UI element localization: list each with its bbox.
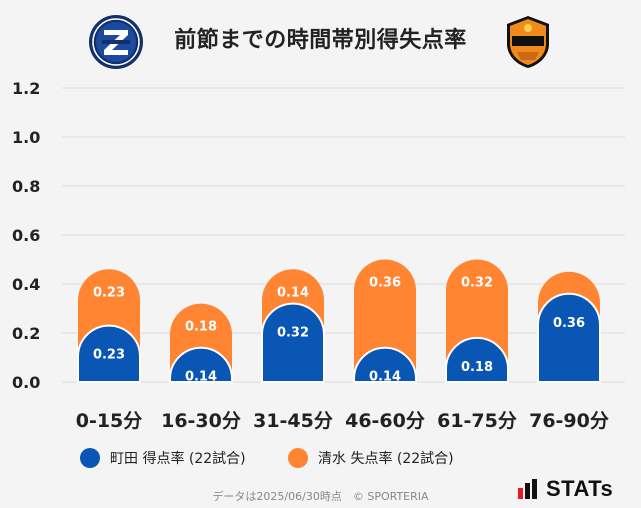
bar-machida [353, 346, 417, 383]
legend-swatch-shimizu [288, 448, 308, 468]
data-label-machida: 0.18 [461, 360, 493, 375]
data-label-machida: 0.23 [93, 348, 125, 363]
legend-item-0: 町田 得点率 (22試合) [80, 448, 246, 468]
y-tick-label: 1.0 [12, 128, 40, 147]
bar-machida [261, 302, 325, 383]
legend-item-1: 清水 失点率 (22試合) [288, 448, 454, 468]
legend-label-machida: 町田 得点率 (22試合) [110, 451, 246, 467]
x-tick-label: 0-15分 [76, 410, 143, 432]
y-tick-label: 0.0 [12, 373, 40, 392]
x-tick-label: 76-90分 [529, 410, 609, 432]
bar-machida [445, 336, 509, 383]
y-tick-label: 0.8 [12, 177, 40, 196]
data-label-machida: 0.32 [277, 326, 309, 341]
bar-machida [77, 324, 141, 383]
footer-note: データは2025/06/30時点 © SPORTERIA [212, 490, 429, 503]
y-tick-label: 0.2 [12, 324, 40, 343]
zelvia-crest-icon [89, 15, 143, 69]
chart: 0.0 0.2 0.4 0.6 0.8 1.0 1.2 0.23 0.23 0-15分 0.14 0.… [12, 79, 625, 432]
data-label-shimizu: 0.18 [185, 320, 217, 335]
x-tick-label: 31-45分 [253, 410, 333, 432]
stats-brand: STATs [518, 476, 613, 502]
chart-title: 前節までの時間帯別得失点率 [174, 28, 467, 53]
x-tick-label: 61-75分 [437, 410, 517, 432]
y-tick-label: 1.2 [12, 79, 40, 98]
stats-brand-text: STATs [546, 476, 614, 501]
legend-swatch-machida [80, 448, 100, 468]
data-label-shimizu: 0.14 [277, 285, 309, 300]
data-label-machida: 0.36 [553, 316, 585, 331]
data-label-shimizu: 0.36 [369, 276, 401, 291]
bar-machida [537, 292, 601, 383]
y-tick-label: 0.4 [12, 275, 40, 294]
legend-label-shimizu: 清水 失点率 (22試合) [318, 451, 454, 467]
data-label-machida: 0.14 [185, 370, 217, 385]
bar-machida [169, 346, 233, 383]
x-tick-label: 46-60分 [345, 410, 425, 432]
stats-logo-icon [518, 479, 537, 499]
data-label-shimizu: 0.32 [461, 276, 493, 291]
y-tick-label: 0.6 [12, 226, 40, 245]
s-pulse-crest-icon [507, 16, 549, 68]
data-label-machida: 0.14 [369, 370, 401, 385]
x-tick-label: 16-30分 [161, 410, 241, 432]
data-label-shimizu: 0.23 [93, 285, 125, 300]
